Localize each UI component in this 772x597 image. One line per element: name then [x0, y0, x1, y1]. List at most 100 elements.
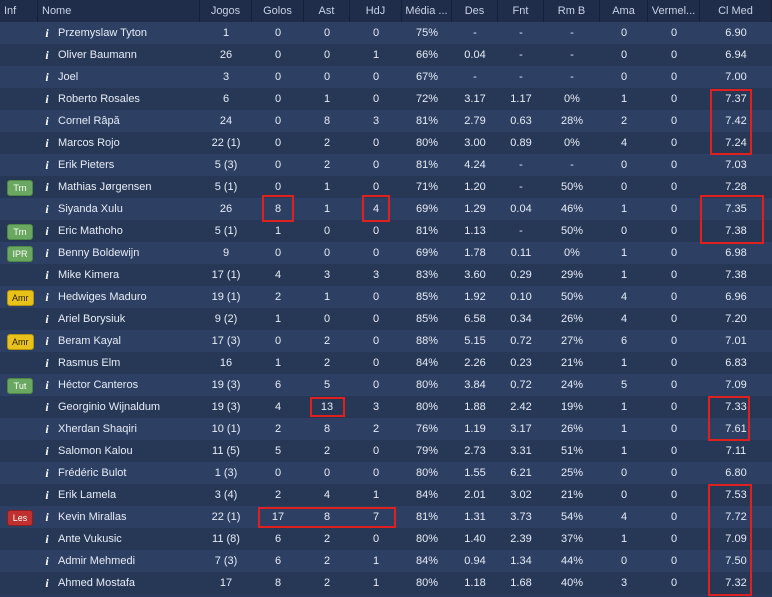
info-icon[interactable]: i: [45, 400, 49, 414]
info-icon[interactable]: i: [45, 444, 49, 458]
cell-nome[interactable]: Roberto Rosales: [58, 93, 140, 105]
info-icon[interactable]: i: [45, 268, 49, 282]
table-row[interactable]: i Mike Kimera 17 (1) 4 3 3 83% 3.60 0.29 29% 1 0 7.3…: [0, 264, 772, 286]
cell-nome[interactable]: Rasmus Elm: [58, 357, 121, 369]
cell-nome[interactable]: Hedwiges Maduro: [58, 291, 147, 303]
table-row[interactable]: i Ahmed Mostafa 17 8 2 1 80% 1.18 1.68 40% 3 0 7.32: [0, 572, 772, 594]
cell-nome[interactable]: Héctor Canteros: [58, 379, 139, 391]
table-row[interactable]: i Oliver Baumann 26 0 0 1 66% 0.04 - - 0 0 6.94: [0, 44, 772, 66]
info-icon[interactable]: i: [45, 136, 49, 150]
cell-nome[interactable]: Joel: [58, 71, 79, 83]
info-icon[interactable]: i: [45, 114, 49, 128]
cell-golos: 4: [274, 269, 282, 281]
column-header-rmb[interactable]: Rm B: [544, 0, 600, 22]
cell-nome[interactable]: Mathias Jørgensen: [58, 181, 152, 193]
cell-rmb: 54%: [560, 511, 584, 523]
table-row[interactable]: i Georginio Wijnaldum 19 (3) 4 13 3 80% 1.88 2.4…: [0, 396, 772, 418]
table-row[interactable]: i Xherdan Shaqiri 10 (1) 2 8 2 76% 1.19 3.17 26% 1…: [0, 418, 772, 440]
cell-nome[interactable]: Marcos Rojo: [58, 137, 120, 149]
table-row[interactable]: i Przemyslaw Tyton 1 0 0 0 75% - - - 0 0 6.90: [0, 22, 772, 44]
table-row[interactable]: Les i Kevin Mirallas 22 (1) 17 8 7 81% 1.31 3.73 5…: [0, 506, 772, 528]
info-icon[interactable]: i: [45, 334, 49, 348]
info-icon[interactable]: i: [45, 246, 49, 260]
table-row[interactable]: i Frédéric Bulot 1 (3) 0 0 0 80% 1.55 6.21 25% 0 0 6…: [0, 462, 772, 484]
column-header-golos[interactable]: Golos: [252, 0, 304, 22]
cell-nome[interactable]: Erik Pieters: [58, 159, 115, 171]
cell-nome[interactable]: Xherdan Shaqiri: [58, 423, 137, 435]
cell-nome[interactable]: Frédéric Bulot: [58, 467, 127, 479]
column-header-nome[interactable]: Nome: [38, 0, 200, 22]
cell-nome[interactable]: Beram Kayal: [58, 335, 121, 347]
info-icon[interactable]: i: [45, 422, 49, 436]
cell-nome[interactable]: Mike Kimera: [58, 269, 120, 281]
cell-nome[interactable]: Ante Vukusic: [58, 533, 122, 545]
table-row[interactable]: i Siyanda Xulu 26 8 1 4 69% 1.29 0.04 46% 1 0 7.35: [0, 198, 772, 220]
cell-nome[interactable]: Georginio Wijnaldum: [58, 401, 161, 413]
table-row[interactable]: IPR i Benny Boldewijn 9 0 0 0 69% 1.78 0.11 0% 1 0 6.…: [0, 242, 772, 264]
status-badge-les: Les: [7, 510, 33, 526]
table-row[interactable]: i Admir Mehmedi 7 (3) 6 2 1 84% 0.94 1.34 44% 0 0 7.…: [0, 550, 772, 572]
table-row[interactable]: i Erik Pieters 5 (3) 0 2 0 81% 4.24 - - 0 0 7.03: [0, 154, 772, 176]
info-icon[interactable]: i: [45, 202, 49, 216]
column-header-inf[interactable]: Inf: [0, 0, 38, 22]
cell-nome[interactable]: Ahmed Mostafa: [58, 577, 136, 589]
column-header-fnt[interactable]: Fnt: [498, 0, 544, 22]
cell-fnt: 0.63: [510, 115, 532, 127]
cell-nome[interactable]: Cornel Râpă: [58, 115, 120, 127]
table-row[interactable]: Amr i Hedwiges Maduro 19 (1) 2 1 0 85% 1.92 0.10 5…: [0, 286, 772, 308]
info-icon[interactable]: i: [45, 180, 49, 194]
info-icon[interactable]: i: [45, 554, 49, 568]
cell-nome[interactable]: Salomon Kalou: [58, 445, 133, 457]
info-icon[interactable]: i: [45, 510, 49, 524]
info-icon[interactable]: i: [45, 224, 49, 238]
cell-nome[interactable]: Eric Mathoho: [58, 225, 123, 237]
table-row[interactable]: i Ariel Borysiuk 9 (2) 1 0 0 85% 6.58 0.34 26% 4 0 7…: [0, 308, 772, 330]
info-icon[interactable]: i: [45, 290, 49, 304]
cell-ama: 1: [620, 93, 628, 105]
info-icon[interactable]: i: [45, 158, 49, 172]
info-icon[interactable]: i: [45, 466, 49, 480]
info-icon[interactable]: i: [45, 48, 49, 62]
cell-nome[interactable]: Kevin Mirallas: [58, 511, 127, 523]
cell-nome[interactable]: Siyanda Xulu: [58, 203, 123, 215]
table-row[interactable]: Tut i Héctor Canteros 19 (3) 6 5 0 80% 3.84 0.72 2…: [0, 374, 772, 396]
table-row[interactable]: i Roberto Rosales 6 0 1 0 72% 3.17 1.17 0% 1 0 7.37: [0, 88, 772, 110]
column-header-ama[interactable]: Ama: [600, 0, 648, 22]
table-row[interactable]: Amr i Beram Kayal 17 (3) 0 2 0 88% 5.15 0.72 27% 6 0…: [0, 330, 772, 352]
table-row[interactable]: i Cornel Râpă 24 0 8 3 81% 2.79 0.63 28% 2 0 7.42: [0, 110, 772, 132]
column-header-vermel[interactable]: Vermel...: [648, 0, 700, 22]
info-icon[interactable]: i: [45, 92, 49, 106]
table-row[interactable]: i Ante Vukusic 11 (8) 6 2 0 80% 1.40 2.39 37% 1 0 7.…: [0, 528, 772, 550]
cell-nome[interactable]: Oliver Baumann: [58, 49, 137, 61]
table-row[interactable]: Trn i Mathias Jørgensen 5 (1) 0 1 0 71% 1.20 - 50%…: [0, 176, 772, 198]
info-icon[interactable]: i: [45, 312, 49, 326]
cell-rmb: 51%: [560, 445, 584, 457]
cell-nome[interactable]: Ariel Borysiuk: [58, 313, 126, 325]
info-icon[interactable]: i: [45, 70, 49, 84]
cell-nome[interactable]: Erik Lamela: [58, 489, 117, 501]
column-header-ast[interactable]: Ast: [304, 0, 350, 22]
info-icon[interactable]: i: [45, 378, 49, 392]
cell-nome[interactable]: Admir Mehmedi: [58, 555, 136, 567]
column-header-des[interactable]: Des: [452, 0, 498, 22]
cell-golos: 6: [274, 533, 282, 545]
info-icon[interactable]: i: [45, 576, 49, 590]
table-row[interactable]: Trn i Eric Mathoho 5 (1) 1 0 0 81% 1.13 - 50% 0 0 7.3…: [0, 220, 772, 242]
info-icon[interactable]: i: [45, 26, 49, 40]
table-row[interactable]: i Rasmus Elm 16 1 2 0 84% 2.26 0.23 21% 1 0 6.83: [0, 352, 772, 374]
cell-nome[interactable]: Benny Boldewijn: [58, 247, 140, 259]
table-row[interactable]: i Erik Lamela 3 (4) 2 4 1 84% 2.01 3.02 21% 0 0 7.53: [0, 484, 772, 506]
info-icon[interactable]: i: [45, 488, 49, 502]
cell-rmb: 26%: [560, 313, 584, 325]
table-row[interactable]: i Joel 3 0 0 0 67% - - - 0 0 7.00: [0, 66, 772, 88]
column-header-clmed[interactable]: Cl Med: [700, 0, 772, 22]
info-icon[interactable]: i: [45, 356, 49, 370]
column-header-hdj[interactable]: HdJ: [350, 0, 402, 22]
table-row[interactable]: i Marcos Rojo 22 (1) 0 2 0 80% 3.00 0.89 0% 4 0 7.24: [0, 132, 772, 154]
cell-des: 1.55: [464, 467, 486, 479]
cell-nome[interactable]: Przemyslaw Tyton: [58, 27, 148, 39]
column-header-jogos[interactable]: Jogos: [200, 0, 252, 22]
info-icon[interactable]: i: [45, 532, 49, 546]
table-row[interactable]: i Salomon Kalou 11 (5) 5 2 0 79% 2.73 3.31 51% 1 0 7…: [0, 440, 772, 462]
column-header-media[interactable]: Média ...: [402, 0, 452, 22]
